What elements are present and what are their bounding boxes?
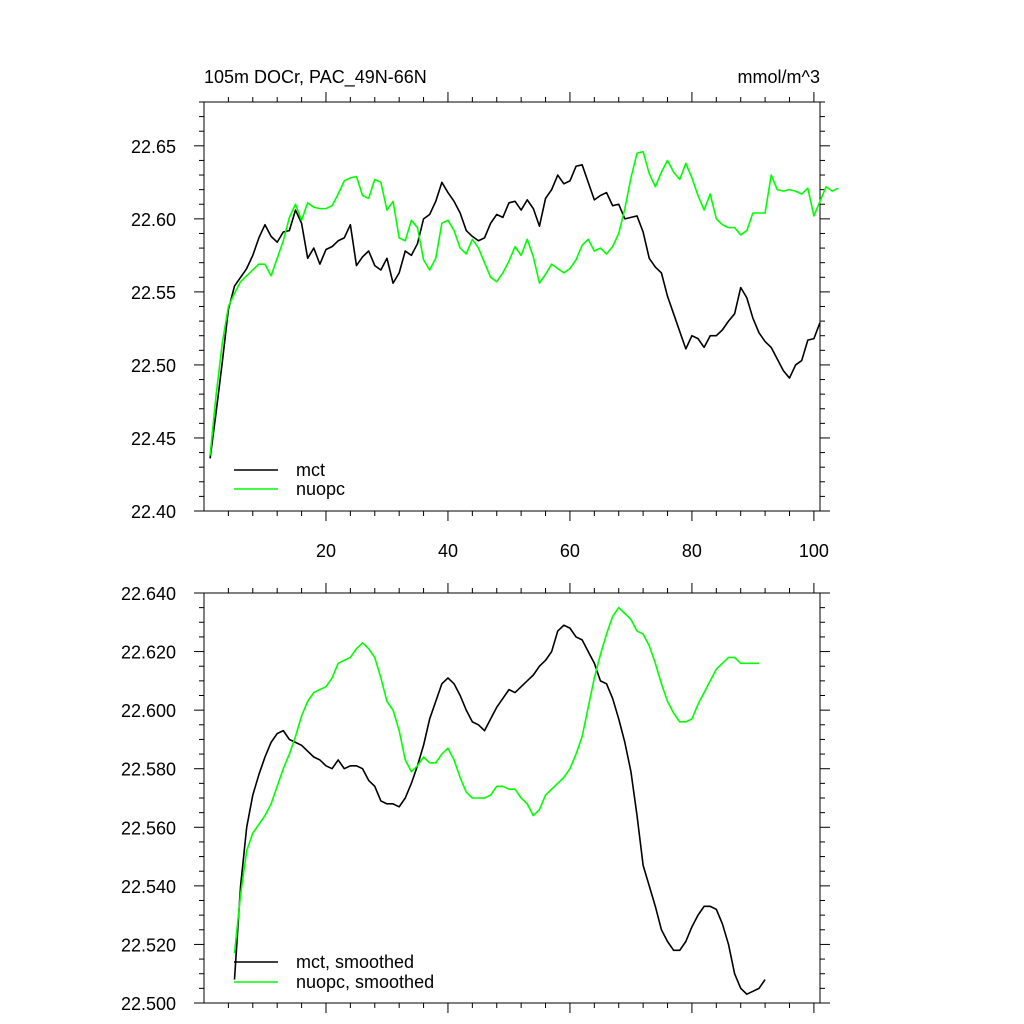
y-tick-label: 22.540: [121, 877, 176, 897]
legend-label: mct: [296, 460, 325, 480]
x-tick-label: 40: [438, 541, 458, 561]
y-tick-label: 22.50: [131, 356, 176, 376]
x-tick-label: 100: [799, 541, 829, 561]
y-tick-label: 22.65: [131, 137, 176, 157]
legend-label: nuopc: [296, 479, 345, 499]
x-tick-label: 60: [560, 541, 580, 561]
x-tick-label: 20: [316, 541, 336, 561]
x-tick-label: 80: [682, 541, 702, 561]
series-line-1: [209, 150, 839, 456]
chart-units: mmol/m^3: [738, 67, 820, 87]
legend-label: mct, smoothed: [296, 952, 414, 972]
series-line-0: [233, 624, 766, 996]
series-line-1: [233, 606, 760, 954]
plot-frame: [203, 101, 821, 512]
y-tick-label: 22.55: [131, 283, 176, 303]
series-line-0: [209, 164, 821, 459]
y-tick-label: 22.45: [131, 429, 176, 449]
y-tick-label: 22.500: [121, 994, 176, 1014]
top-plot: 20 40 60 80 100 22.40 22.45 22.50 22.55 22.60 22.6…: [131, 92, 839, 561]
legend-label: nuopc, smoothed: [296, 972, 434, 992]
y-tick-label: 22.560: [121, 818, 176, 838]
y-tick-label: 22.60: [131, 210, 176, 230]
y-tick-label: 22.620: [121, 643, 176, 663]
chart-title: 105m DOCr, PAC_49N-66N: [204, 67, 427, 88]
y-tick-label: 22.40: [131, 502, 176, 522]
y-tick-label: 22.520: [121, 935, 176, 955]
y-tick-label: 22.600: [121, 701, 176, 721]
y-tick-label: 22.580: [121, 760, 176, 780]
bottom-plot: 22.500 22.520 22.540 22.560 22.580 22.600 22.6…: [121, 583, 830, 1014]
y-tick-label: 22.640: [121, 584, 176, 604]
